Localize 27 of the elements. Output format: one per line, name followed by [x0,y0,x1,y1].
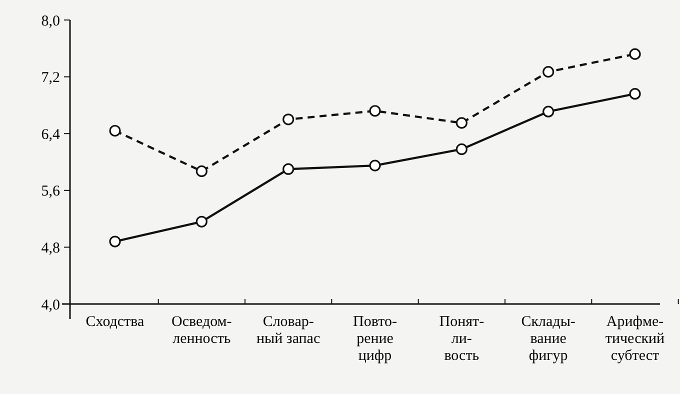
point [282,163,294,175]
point [456,143,468,156]
point [456,117,468,129]
y-tick-label: 6,4 [41,126,60,143]
x-tick-label: Словар- ный запас [256,314,320,347]
point [542,66,554,78]
y-tick-label: 5,6 [41,184,60,200]
point [542,106,554,118]
x-tick-label: Понят- ли- вость [439,314,484,364]
x-tick-label: Повто- рение цифр [353,314,397,364]
point [109,124,121,137]
x-tick-label: Склады- вание фигур [521,314,576,364]
x-tick-label: Сходства [86,314,145,330]
point [282,114,294,126]
x-tick-label: Арифме- тический субтест [605,314,665,364]
y-tick-label: 4,0 [41,297,60,314]
point [629,48,641,60]
point [196,165,208,178]
point [629,88,641,100]
x-tick-label: Осведом- ленность [172,314,232,347]
point [196,216,208,228]
y-tick-label: 8,0 [41,13,60,30]
y-tick-label: 4,8 [41,240,60,256]
point [109,236,121,248]
point [369,160,381,172]
y-tick-label: 7,2 [41,70,60,86]
point [369,105,381,117]
